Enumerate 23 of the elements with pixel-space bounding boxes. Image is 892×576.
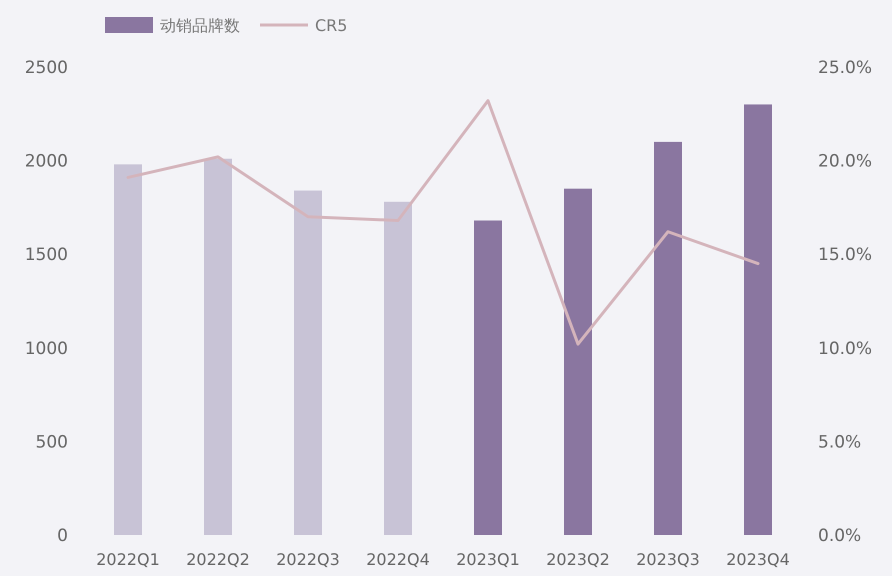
y2-tick-label: 20.0% [818, 152, 872, 172]
x-tick-label: 2022Q2 [186, 550, 250, 569]
legend-label: CR5 [315, 16, 348, 35]
y-tick-label: 2500 [24, 58, 68, 78]
y-tick-label: 1000 [24, 338, 68, 359]
y-tick-label: 1500 [24, 245, 68, 266]
y-tick-label: 2000 [24, 152, 68, 172]
x-tick-label: 2023Q2 [546, 550, 610, 569]
y-tick-label: 500 [36, 432, 68, 452]
x-tick-label: 2023Q3 [636, 550, 700, 569]
y2-tick-label: 5.0% [818, 432, 862, 452]
x-tick-label: 2022Q4 [366, 550, 430, 569]
x-tick-label: 2022Q1 [96, 550, 160, 569]
y2-tick-label: 15.0% [818, 245, 872, 266]
x-tick-label: 2023Q4 [726, 550, 790, 569]
x-tick-label: 2022Q3 [276, 550, 340, 569]
line-series [126, 99, 760, 346]
y2-tick-label: 25.0% [818, 58, 872, 78]
legend-label: 动销品牌数 [160, 16, 240, 35]
y-tick-label: 0 [57, 526, 68, 546]
y2-tick-label: 10.0% [818, 338, 872, 359]
x-tick-label: 2023Q1 [456, 550, 520, 569]
y2-tick-label: 0.0% [818, 526, 862, 546]
